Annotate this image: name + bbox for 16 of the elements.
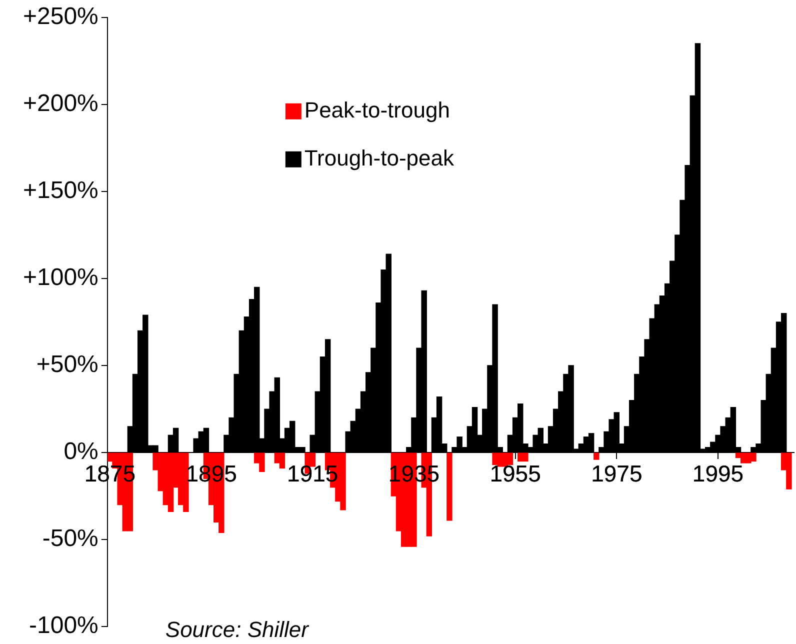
legend-label: Peak-to-trough xyxy=(304,97,450,122)
bar xyxy=(446,452,452,521)
y-tick-label: +200% xyxy=(22,90,98,118)
y-tick-label: +250% xyxy=(22,3,98,30)
y-tick-label: +50% xyxy=(36,351,98,378)
annotation: Source: Shiller xyxy=(165,617,310,642)
y-tick-label: +100% xyxy=(22,264,98,292)
x-tick-label: 1975 xyxy=(591,460,642,487)
y-tick-label: -50% xyxy=(42,525,98,552)
legend-label: Trough-to-peak xyxy=(304,145,455,170)
bar xyxy=(594,452,600,460)
y-tick-label: +150% xyxy=(22,177,98,204)
y-tick-label: -100% xyxy=(29,612,98,640)
x-tick-label: 1995 xyxy=(692,460,744,487)
y-tick-label: 0% xyxy=(64,438,98,466)
x-tick-label: 1955 xyxy=(490,460,541,487)
